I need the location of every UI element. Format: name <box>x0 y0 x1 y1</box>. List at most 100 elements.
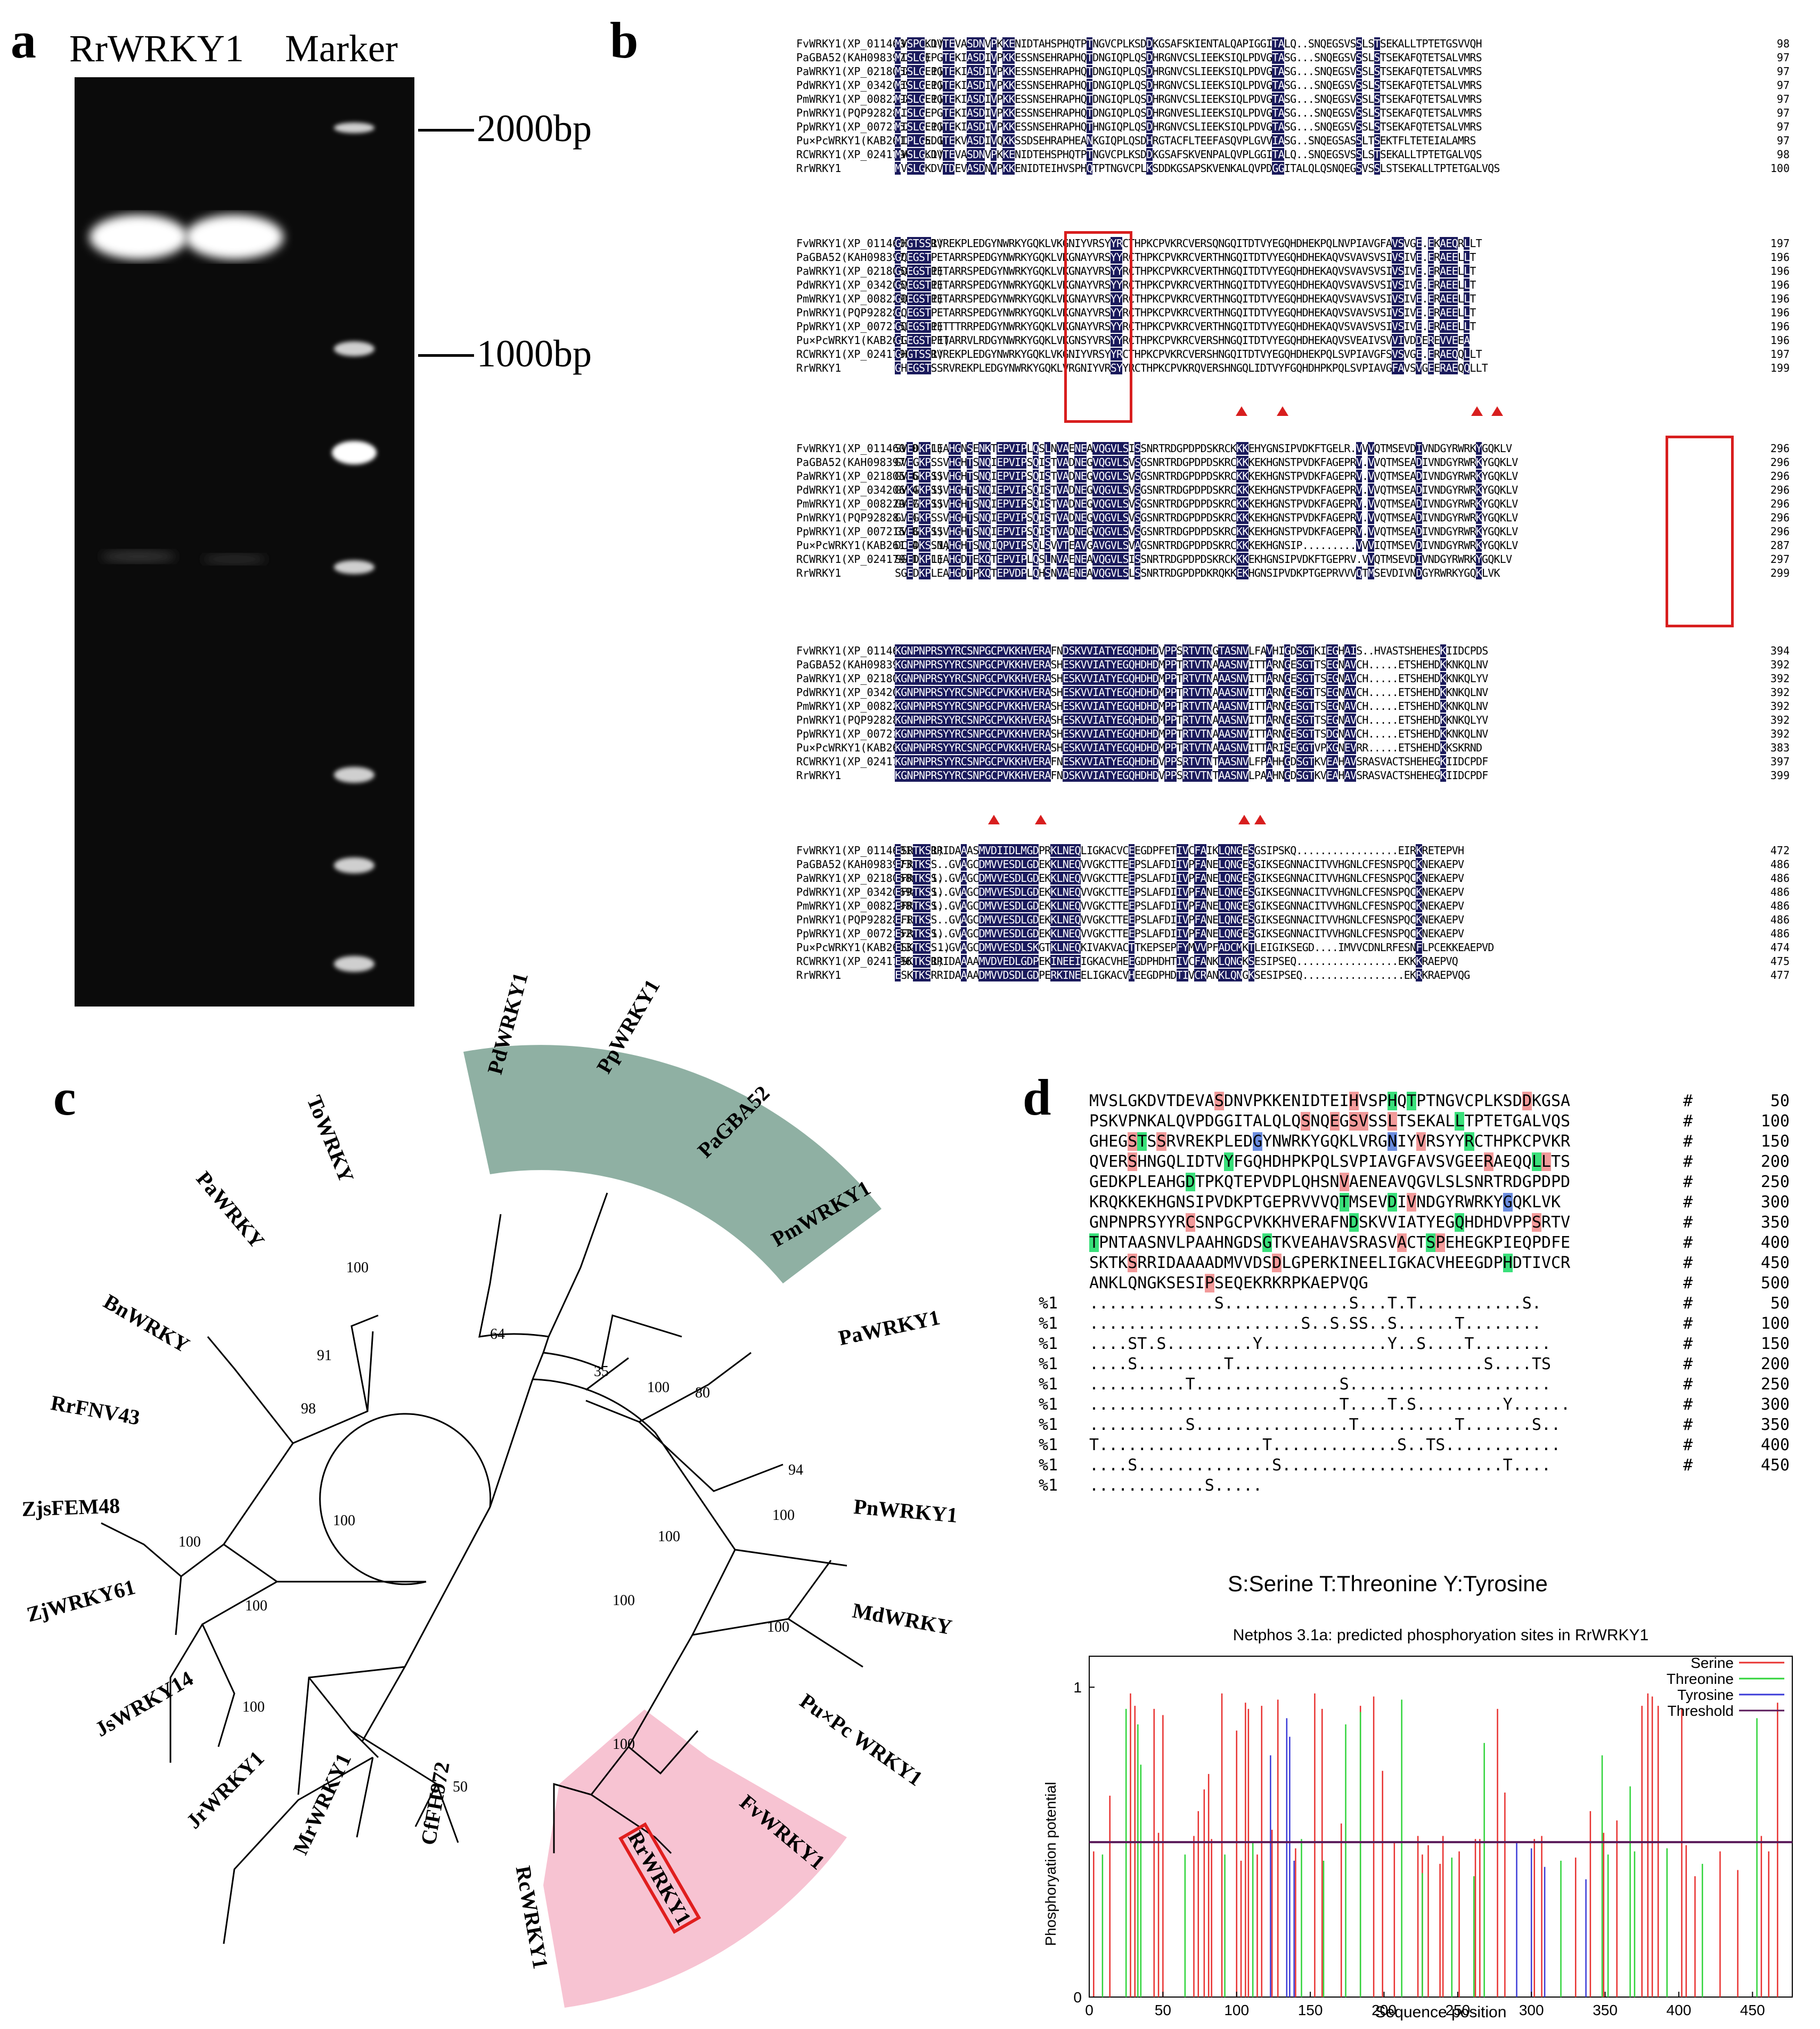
alignment-seq-name: PpWRKY1(XP_007215284.1) <box>796 927 944 940</box>
bootstrap-value: 100 <box>767 1619 789 1635</box>
alignment-seq-residues: KGNPNPRSYYRCSNPGCPVKKHVERASHESKVVIATYEGQ… <box>895 741 1482 754</box>
alignment-position-number: 196 <box>1770 334 1790 347</box>
alignment-position-number: 98 <box>1776 37 1790 50</box>
alignment-position-number: 100 <box>1770 162 1790 175</box>
alignment-seq-name: PdWRKY1(XP_034206946.1) <box>796 279 944 291</box>
netphos-pct-row: ....S.........T.........................… <box>1089 1355 1551 1373</box>
alignment-seq-residues: GQEGSTPETTTRRPEDGYNWRKYGQKLVKGNAYVRSYYRC… <box>895 320 1476 333</box>
alignment-position-number: 296 <box>1770 470 1790 482</box>
chart-x-tick-label: 100 <box>1224 2002 1249 2018</box>
alignment-position-number: 97 <box>1776 93 1790 105</box>
alignment-seq-name: PnWRKY1(PQP92828.1) <box>796 306 918 319</box>
alignment-position-number: 394 <box>1770 644 1790 657</box>
alignment-seq-residues: SGEDKPLEAHGDTEKQTEPVIPLQSLNVAENEAVQGVLSI… <box>895 553 1512 566</box>
netphos-row-number: 250 <box>1760 1173 1790 1191</box>
alignment-position-number: 196 <box>1770 320 1790 333</box>
chart-x-axis-label: Sequence position <box>1375 2003 1507 2021</box>
alignment-position-number: 97 <box>1776 120 1790 133</box>
netphos-hash: # <box>1683 1395 1693 1414</box>
alignment-seq-residues: KGNPNPRSYYRCSNPGCPVKKHVERASHESKVVIATYEGQ… <box>895 700 1488 713</box>
netphos-hash: # <box>1683 1416 1693 1434</box>
zinc-finger-marker <box>1254 815 1266 824</box>
clade-highlight-prunus <box>463 1045 882 1283</box>
faint-band-1 <box>101 550 176 563</box>
alignment-position-number: 199 <box>1770 362 1790 374</box>
alignment-seq-residues: SVEDKPLEAHGNSENKTEPVIPLQSLNVAENEAVQGVLSI… <box>895 442 1512 455</box>
netphos-seq-row: GHEGSTSSRVREKPLEDGYNWRKYGQKLVRGNIYVRSYYR… <box>1089 1132 1571 1151</box>
alignment-seq-residues: KGNPNPRSYYRCSNPGCPVKKHVERASHESKVVIATYEGQ… <box>895 672 1488 685</box>
netphos-chart: Netphos 3.1a: predicted phosphoryation s… <box>1042 1626 1793 2021</box>
netphos-pct-prefix: %1 <box>1039 1436 1058 1454</box>
gel-lane-label-marker: Marker <box>285 27 398 70</box>
zinc-finger-marker <box>1236 406 1247 416</box>
netphos-seq-row: QVERSHNGQLIDTVYFGQHDHPKPQLSVPIAVGFAVSVGE… <box>1089 1152 1571 1171</box>
panel-label-c: c <box>53 1069 76 1126</box>
alignment-seq-name: Pu×PcWRKY1(KAB2613485.1) <box>796 134 950 147</box>
bootstrap-value: 100 <box>647 1379 670 1396</box>
alignment-seq-name: RCWRKY1(XP_024179611.1) <box>796 148 944 161</box>
alignment-seq-residues: ESKTKSRRIDAAAAMVDVEDLGDPEKINEEIIGKACVHEE… <box>895 955 1458 968</box>
alignment-position-number: 472 <box>1770 844 1790 857</box>
netphos-pct-row: T.................T.............S..TS...… <box>1089 1436 1561 1454</box>
netphos-pct-prefix: %1 <box>1039 1395 1058 1414</box>
alignment-position-number: 486 <box>1770 927 1790 940</box>
alignment-seq-name: RrWRKY1 <box>796 362 842 374</box>
alignment-seq-residues: KGNPNPRSYYRCSNPGCPVKKHVERAFNESKVVIATYEGQ… <box>895 755 1488 768</box>
netphos-row-number: 50 <box>1770 1294 1790 1313</box>
alignment-seq-name: Pu×PcWRKY1(KAB2613485.1) <box>796 334 950 347</box>
chart-x-tick-label: 250 <box>1445 2002 1470 2018</box>
alignment-seq-residues: GVEGKPSSVHGHTSNQIEPVIPSQISTVADNEGVQGVLSV… <box>895 456 1518 469</box>
alignment-seq-residues: GHEGSTSSRVREKPLEDGYNWRKYGQKLVRGNIYVRSYYR… <box>895 362 1488 374</box>
netphos-legend-text: S:Serine T:Threonine Y:Tyrosine <box>1228 1571 1548 1596</box>
netphos-seq-row: MVSLGKDVTDEVASDNVPKKENIDTEIHVSPHQTPTNGVC… <box>1089 1092 1571 1110</box>
alignment-seq-residues: GVKGKPSSVHGHTSNQIEPVIPSQISTVADNEGVQGVLSV… <box>895 484 1518 496</box>
chart-legend-label: Tyrosine <box>1677 1687 1734 1703</box>
alignment-seq-residues: GQEGSTPETARRSPEDGYNWRKYGQKLVKGNAYVRSYYRC… <box>895 279 1476 291</box>
bootstrap-value: 64 <box>490 1326 505 1343</box>
alignment-seq-name: RrWRKY1 <box>796 567 842 579</box>
alignment-seq-residues: ESKTKSS..GVAGCDMVVESDLSKGTKLNEQKIVAKVACT… <box>895 941 1494 954</box>
alignment-seq-residues: MISLGEPGTEKIASDIVPKKESSNSEHRAPHQTDNGIQPL… <box>895 93 1482 105</box>
bootstrap-value: 100 <box>613 1736 635 1753</box>
alignment-seq-residues: MVSLGKDVTEVASDNVPKKENIDTEHSPHQTPTNGVCPLK… <box>895 148 1482 161</box>
alignment-seq-residues: MISLGEPGTEKIASDIVPKKESSNSEHRAPHQTHNGIQPL… <box>895 120 1482 133</box>
gel-image <box>75 77 414 1007</box>
chart-plot-frame <box>1089 1656 1793 1998</box>
netphos-pct-row: ....S..............S....................… <box>1089 1456 1551 1475</box>
alignment-position-number: 97 <box>1776 65 1790 78</box>
alignment-position-number: 287 <box>1770 539 1790 552</box>
netphos-hash: # <box>1683 1314 1693 1333</box>
netphos-row-number: 100 <box>1760 1314 1790 1333</box>
alignment-seq-residues: KGNPNPRSYYRCSNPGCPVKKHVERASHESKVVIATYEGQ… <box>895 686 1488 699</box>
chart-x-tick-label: 400 <box>1667 2002 1692 2018</box>
alignment-seq-name: PnWRKY1(PQP92828.1) <box>796 714 918 726</box>
alignment-position-number: 97 <box>1776 134 1790 147</box>
alignment-position-number: 486 <box>1770 913 1790 926</box>
bootstrap-value: 100 <box>658 1528 680 1545</box>
alignment-seq-name: PmWRKY1(XP_008229878.1) <box>796 899 944 912</box>
alignment-seq-residues: GHGTSSRVREKPLEDGYNWRKYGQKLVKGNIYVRSYYRCT… <box>895 348 1482 361</box>
alignment-position-number: 296 <box>1770 511 1790 524</box>
alignment-position-number: 296 <box>1770 525 1790 538</box>
alignment-seq-name: RCWRKY1(XP_024179611.1) <box>796 553 944 566</box>
phylogenetic-tree <box>101 1045 882 2008</box>
chart-x-tick-label: 0 <box>1085 2002 1093 2018</box>
alignment-seq-residues: KGNPNPRSYYRCSNPGCPVKKHVERAFNDSKVVIATYEGQ… <box>895 769 1488 782</box>
alignment-position-number: 399 <box>1770 769 1790 782</box>
netphos-seq-row: ANKLQNGKSESIPSEQEKRKRPKAEPVQG <box>1089 1274 1368 1292</box>
alignment-seq-residues: GVEGKPSSVHGHTSNQIEPVIPSQISTVADNEGVQGVLSV… <box>895 525 1518 538</box>
alignment-position-number: 196 <box>1770 279 1790 291</box>
sample-band-1 <box>89 215 187 259</box>
alignment-position-number: 299 <box>1770 567 1790 579</box>
alignment-seq-residues: EFRTKSS..GVAGCDMVVESDLGDEKKLNEQVVGKCTTEE… <box>895 872 1464 885</box>
netphos-hash: # <box>1683 1213 1693 1232</box>
netphos-row-number: 150 <box>1760 1132 1790 1151</box>
chart-x-tick-label: 350 <box>1593 2002 1618 2018</box>
alignment-position-number: 296 <box>1770 442 1790 455</box>
alignment-position-number: 196 <box>1770 251 1790 264</box>
netphos-hash: # <box>1683 1132 1693 1151</box>
alignment-position-number: 98 <box>1776 148 1790 161</box>
netphos-seq-row: GNPNPRSYYRCSNPGCPVKKHVERAFNDSKVVIATYEGQH… <box>1089 1213 1571 1232</box>
alignment-position-number: 97 <box>1776 107 1790 119</box>
alignment-position-number: 397 <box>1770 755 1790 768</box>
